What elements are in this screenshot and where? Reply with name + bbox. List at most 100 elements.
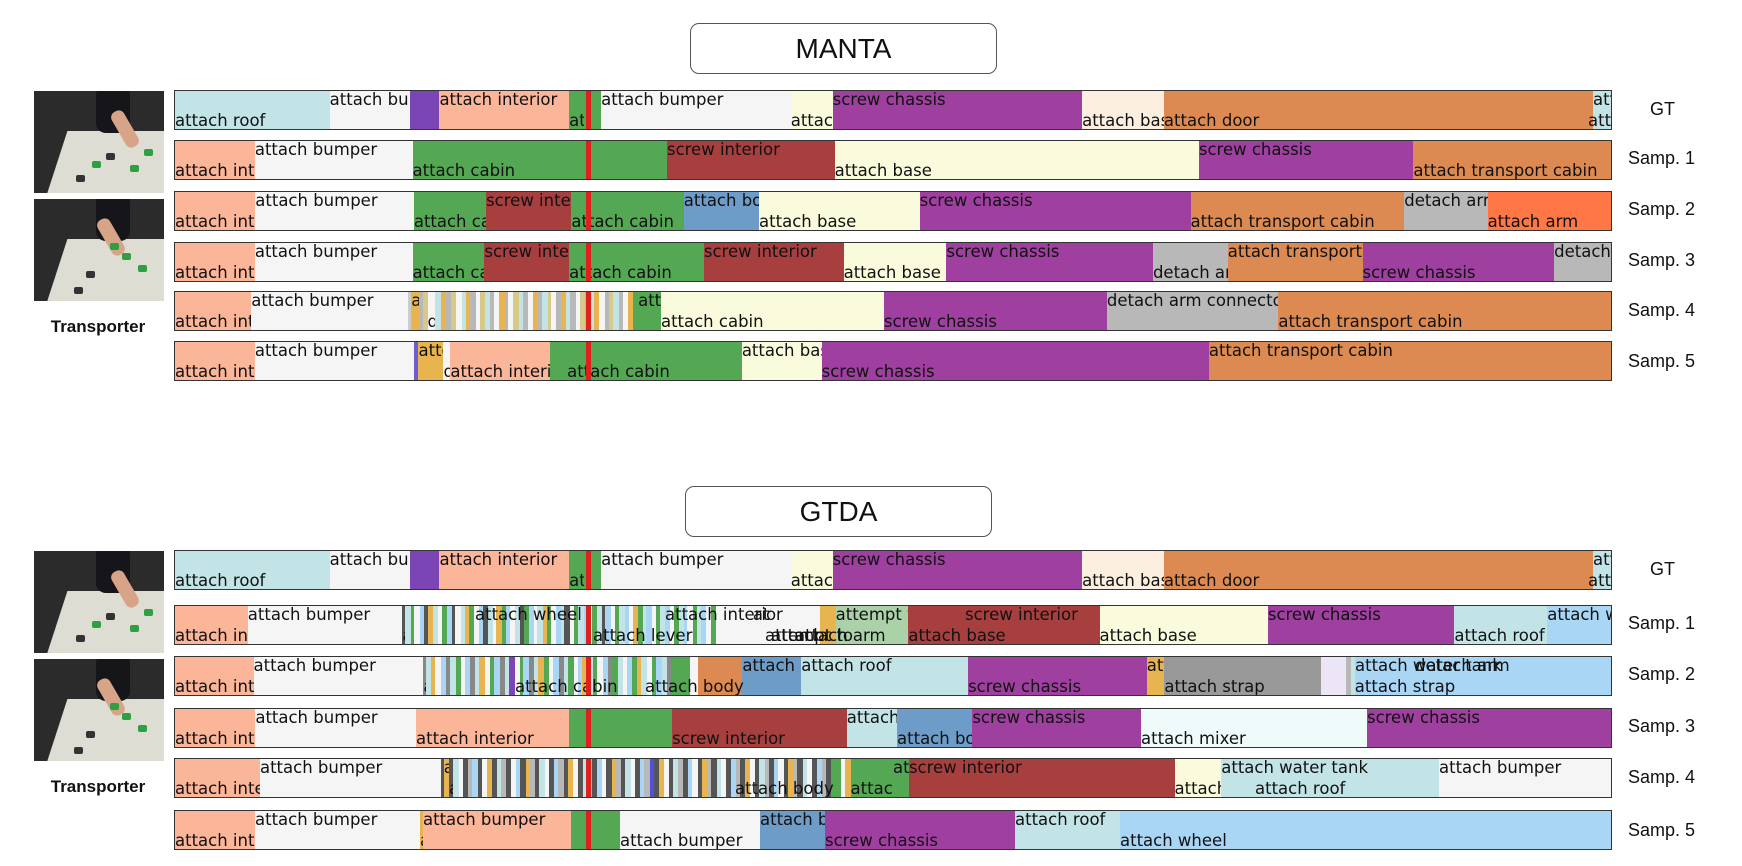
action-segment <box>175 292 252 330</box>
segment-label: attach base <box>843 263 941 282</box>
action-segment <box>414 342 420 380</box>
action-segment <box>411 292 420 330</box>
segment-label: attach cabin <box>569 263 672 282</box>
action-segment <box>1278 292 1611 330</box>
action-segment <box>972 709 1142 747</box>
action-segment <box>538 657 545 695</box>
action-segment <box>597 606 603 644</box>
action-segment <box>644 759 651 797</box>
action-segment <box>592 759 598 797</box>
action-segment <box>523 606 530 644</box>
video-frame-1 <box>34 91 164 193</box>
action-segment <box>1099 606 1269 644</box>
segment-label: screw interior <box>486 191 599 210</box>
action-segment <box>1208 342 1611 380</box>
segment-label: attach bumper <box>255 810 378 829</box>
segment-label: attach transport cabin <box>1190 212 1375 231</box>
action-segment <box>525 759 531 797</box>
row-label: Samp. 5 <box>1628 351 1696 371</box>
segment-label: attach arm <box>1487 212 1579 231</box>
action-segment <box>423 657 427 695</box>
action-segment <box>569 243 705 281</box>
segment-label: attach interior <box>665 605 783 624</box>
segment-label: attach base <box>1082 571 1180 590</box>
action-segment <box>440 759 445 797</box>
action-segment <box>649 759 655 797</box>
segment-label: attach bumper <box>423 810 546 829</box>
action-segment <box>825 811 1016 849</box>
row-label: Samp. 2 <box>1628 664 1696 684</box>
action-segment <box>812 759 818 797</box>
action-segment <box>783 759 789 797</box>
action-segment <box>692 759 699 797</box>
segment-label: screw chassis <box>832 550 946 569</box>
row-label: Samp. 3 <box>1628 250 1696 270</box>
action-segment <box>522 292 529 330</box>
row-label: Samp. 5 <box>1628 820 1696 840</box>
action-segment <box>449 657 457 695</box>
action-segment <box>1321 657 1347 695</box>
segment-label: attach mixer <box>1141 729 1246 748</box>
action-segment <box>625 759 632 797</box>
segment-label: attach wheel <box>1120 831 1227 850</box>
current-time-marker <box>586 811 591 849</box>
action-segment <box>624 606 630 644</box>
action-segment <box>419 606 425 644</box>
action-segment <box>458 759 464 797</box>
action-segment <box>1554 243 1611 281</box>
segment-label: detach arm connector <box>1106 291 1290 310</box>
action-segment <box>1345 657 1352 695</box>
segment-label: attach base <box>1082 111 1180 130</box>
action-segment <box>832 91 1083 129</box>
action-segment <box>821 342 1210 380</box>
action-segment <box>816 759 823 797</box>
action-segment <box>175 342 256 380</box>
action-segment <box>726 759 732 797</box>
action-segment <box>654 759 660 797</box>
action-segment <box>897 709 973 747</box>
segment-label: screw interior <box>703 242 817 261</box>
action-segment <box>456 292 463 330</box>
action-segment <box>749 759 756 797</box>
action-segment <box>451 292 457 330</box>
action-segment <box>424 606 429 644</box>
action-segment <box>414 606 421 644</box>
action-segment <box>548 657 554 695</box>
action-segment <box>573 759 579 797</box>
action-segment <box>690 657 699 695</box>
action-segment <box>806 759 813 797</box>
action-segment <box>622 657 628 695</box>
action-segment <box>641 657 648 695</box>
action-segment <box>673 759 680 797</box>
action-segment <box>544 759 550 797</box>
action-segment <box>329 91 411 129</box>
action-segment <box>426 657 432 695</box>
action-segment <box>529 657 535 695</box>
action-segment <box>663 759 670 797</box>
action-segment <box>678 759 684 797</box>
action-segment <box>787 759 794 797</box>
action-segment <box>567 342 743 380</box>
segment-label: attach roof <box>801 656 892 675</box>
video-frame-1 <box>34 551 164 653</box>
action-segment <box>578 657 583 695</box>
action-segment <box>835 759 842 797</box>
action-segment <box>661 657 668 695</box>
action-segment <box>675 657 691 695</box>
action-segment <box>741 342 823 380</box>
action-segment <box>175 709 256 747</box>
action-segment <box>771 606 821 644</box>
action-segment <box>556 606 562 644</box>
action-segment <box>946 243 1154 281</box>
action-segment <box>790 551 834 589</box>
action-segment <box>610 606 616 644</box>
action-segment <box>1164 657 1323 695</box>
action-segment <box>687 606 694 644</box>
action-segment <box>254 243 414 281</box>
action-segment <box>460 606 466 644</box>
segment-label: attach arm <box>795 626 886 645</box>
action-segment <box>1015 811 1121 849</box>
gtda-title: GTDA <box>685 486 992 537</box>
